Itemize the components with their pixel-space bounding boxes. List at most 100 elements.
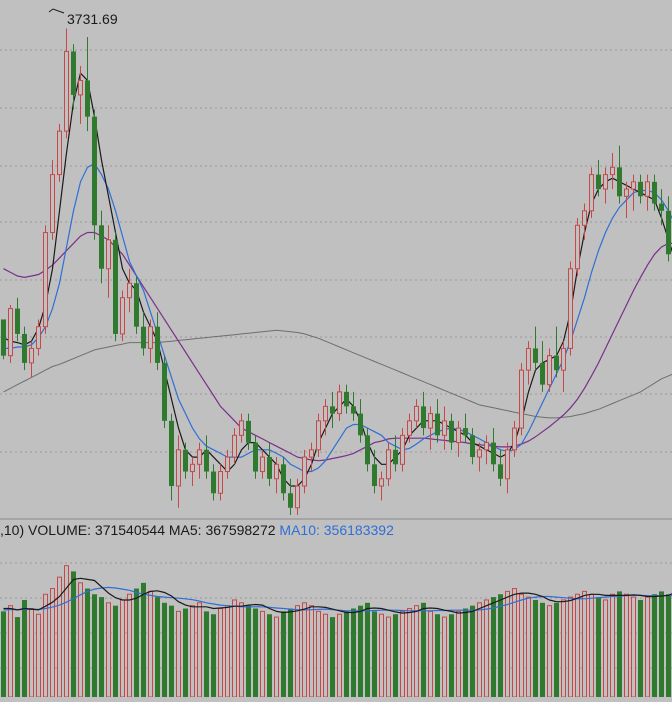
candle [134,276,139,334]
candle-body [155,327,160,363]
volume-bar [85,589,90,697]
candle [443,406,447,449]
candle-body [288,493,293,507]
candle [330,392,335,428]
candle-body [121,298,125,334]
volume-bar [569,597,573,697]
candle [485,435,489,464]
candle-body [15,309,20,334]
candle [569,262,573,356]
volume-bar [421,603,426,697]
volume-bar [71,571,76,697]
candle-body [233,435,237,457]
candle-body [240,421,244,435]
volume-bar [281,611,286,697]
volume-bar [51,589,55,697]
candle-body [372,464,377,486]
candle [183,443,188,479]
candle-body [303,457,307,486]
volume-bar [15,617,20,697]
candle-body [191,464,195,471]
volume-bar [576,594,580,697]
candle [533,327,538,370]
candle [435,399,440,442]
candle-body [527,348,531,370]
candle-body [1,319,6,355]
candle-body [365,435,370,464]
candle-body [330,406,335,413]
candle-body [576,225,580,268]
peak-marker [49,9,64,13]
volume-bar [191,606,195,697]
candle-body [596,175,601,189]
candle-body [211,472,216,494]
candle [92,109,97,239]
volume-bar [344,611,349,697]
candle [562,341,566,392]
candle-body [498,464,503,478]
volume-bar [596,597,601,697]
candle [267,443,272,486]
candle [204,435,209,478]
candle-body [9,309,13,356]
candle [393,435,398,471]
candle-body [317,421,321,450]
candle-body [324,406,328,420]
candle-body [520,370,524,428]
candle-body [548,356,552,385]
volume-bar [219,609,223,697]
candle-body [134,283,139,326]
candle [491,428,496,471]
candle-body [604,175,608,189]
candle [351,392,356,421]
candle [155,312,160,370]
candle [429,406,433,449]
candle-body [51,175,55,233]
volume-bar [491,597,496,697]
candle-body [443,421,447,435]
candle [666,196,671,261]
volume-bar [485,600,489,697]
candle-body [261,457,265,471]
candle-body [387,450,391,479]
candle [604,167,608,203]
candle-body [463,428,468,435]
candle [141,312,146,355]
candle-body [310,450,314,457]
volume-bar [533,600,538,697]
candle [590,167,594,218]
candle-body [513,428,517,450]
volume-bar [44,594,48,697]
volume-bars [1,566,672,697]
volume-bar [113,606,118,697]
candle-body [177,450,181,486]
volume-bar [9,606,13,697]
candle [401,428,405,471]
candle-body [22,334,27,363]
volume-bar [652,594,657,697]
volume-bar [338,614,342,697]
candle-body [358,414,363,436]
candle-body [617,167,622,196]
candle [520,363,524,435]
volume-bar [149,591,153,697]
candle [303,450,307,493]
candle-body [344,392,349,406]
volume-bar [604,600,608,697]
volume-ma10-label: MA10: 356183392 [279,522,393,538]
candle-body [652,182,657,204]
candle [380,472,384,501]
volume-bar [310,606,314,697]
candle [659,189,664,225]
candle-body [415,406,419,420]
candle [338,385,342,421]
volume-bar [408,609,412,697]
candle-body [85,80,90,116]
volume-bar [30,609,34,697]
candle [128,269,132,312]
volume-bar [121,600,125,697]
candle [71,44,76,109]
candle-body [393,450,398,464]
